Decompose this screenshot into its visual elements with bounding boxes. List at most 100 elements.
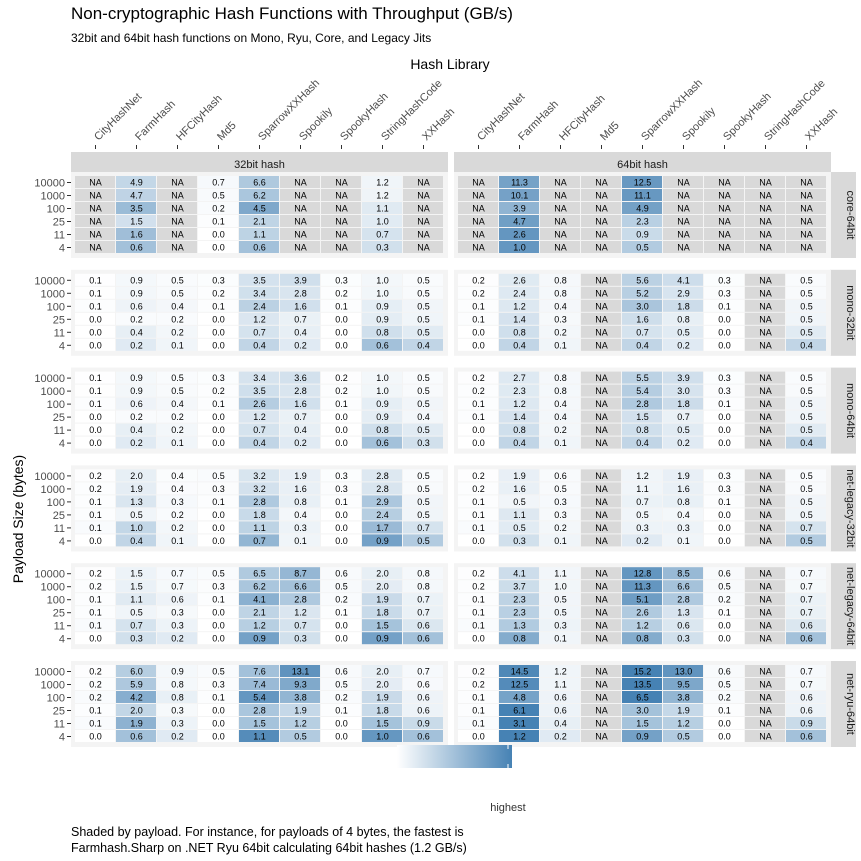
- cell-value: 0.6: [130, 732, 143, 742]
- cell-value: 0.5: [800, 373, 813, 383]
- cell-value: 0.0: [335, 621, 348, 631]
- cell-value: NA: [417, 204, 430, 214]
- heatmap-cell: [499, 717, 539, 729]
- cell-value: 2.4: [513, 288, 526, 298]
- cell-value: 6.6: [677, 582, 690, 592]
- cell-value: 11.3: [634, 582, 651, 592]
- cell-value: 0.9: [130, 373, 143, 383]
- column-facet-label: 32bit hash: [234, 159, 285, 171]
- cell-value: 0.6: [554, 693, 567, 703]
- heatmap-cell: [458, 567, 498, 580]
- heatmap-cell: [280, 730, 320, 742]
- heatmap-cell: [116, 704, 156, 716]
- cell-value: 1.6: [130, 230, 143, 240]
- heatmap-cell: [581, 241, 621, 253]
- heatmap-cell: [622, 508, 662, 521]
- heatmap-cell: [362, 469, 402, 482]
- y-tick-label: 100: [47, 693, 65, 705]
- heatmap-cell: [745, 521, 785, 534]
- cell-value: NA: [759, 693, 772, 703]
- heatmap-cell: [198, 704, 238, 716]
- heatmap-cell: [581, 176, 621, 188]
- heatmap-cell: [116, 299, 156, 312]
- cell-value: NA: [759, 275, 772, 285]
- cell-value: NA: [759, 386, 772, 396]
- cell-value: NA: [800, 217, 813, 227]
- heatmap-cell: [362, 730, 402, 742]
- cell-value: 0.7: [800, 523, 813, 533]
- heatmap-cell: [745, 691, 785, 703]
- cell-value: 0.9: [636, 230, 649, 240]
- caption-line: Farmhash.Sharp on .NET Ryu 64bit calcula…: [71, 841, 467, 855]
- cell-value: 0.4: [513, 438, 526, 448]
- cell-value: 0.1: [89, 386, 102, 396]
- heatmap-cell: [786, 325, 826, 338]
- heatmap-cell: [663, 215, 703, 227]
- heatmap-cell: [198, 691, 238, 703]
- cell-value: 0.8: [376, 327, 389, 337]
- heatmap-cell: [321, 176, 361, 188]
- cell-value: 0.2: [636, 536, 649, 546]
- cell-value: 0.0: [335, 523, 348, 533]
- cell-value: 0.2: [294, 340, 307, 350]
- heatmap-cell: [704, 423, 744, 436]
- heatmap-cell: [157, 189, 197, 201]
- cell-value: 2.3: [636, 217, 649, 227]
- cell-value: 1.6: [294, 484, 307, 494]
- cell-value: 0.5: [554, 608, 567, 618]
- cell-value: 0.4: [513, 340, 526, 350]
- cell-value: 0.0: [335, 425, 348, 435]
- heatmap-cell: [116, 241, 156, 253]
- heatmap-cell: [157, 410, 197, 423]
- cell-value: 0.6: [677, 621, 690, 631]
- heatmap-cell: [499, 508, 539, 521]
- heatmap-cell: [280, 312, 320, 325]
- y-tick-label: 1000: [41, 386, 65, 398]
- cell-value: NA: [171, 178, 184, 188]
- heatmap-cell: [745, 286, 785, 299]
- heatmap-cell: [540, 397, 580, 410]
- heatmap-cell: [198, 228, 238, 240]
- cell-value: 1.5: [130, 217, 143, 227]
- heatmap-cell: [581, 619, 621, 632]
- heatmap-cell: [786, 371, 826, 384]
- cell-value: 1.6: [636, 314, 649, 324]
- cell-value: 0.1: [554, 340, 567, 350]
- cell-value: 0.0: [472, 438, 485, 448]
- heatmap-labels: 32bit hash 64bit hash core-64bit NA 4.9 NA 0.7…: [89, 159, 856, 742]
- cell-value: 0.0: [472, 425, 485, 435]
- cell-value: 0.1: [89, 399, 102, 409]
- heatmap-cell: [239, 495, 279, 508]
- cell-value: 0.1: [472, 595, 485, 605]
- heatmap-cell: [581, 678, 621, 690]
- cell-value: 0.3: [677, 634, 690, 644]
- heatmap-cell: [75, 717, 115, 729]
- heatmap-cell: [622, 521, 662, 534]
- cell-value: 0.8: [376, 425, 389, 435]
- cell-value: NA: [294, 217, 307, 227]
- cell-value: 0.4: [294, 425, 307, 435]
- heatmap-cell: [403, 286, 443, 299]
- cell-value: 0.7: [800, 582, 813, 592]
- cell-value: 0.5: [417, 314, 430, 324]
- cell-value: 2.9: [376, 497, 389, 507]
- heatmap-cell: [786, 619, 826, 632]
- heatmap-cell: [403, 665, 443, 677]
- cell-value: 2.0: [376, 680, 389, 690]
- heatmap-cell: [704, 410, 744, 423]
- cell-value: 3.1: [513, 719, 526, 729]
- cell-value: 1.2: [513, 399, 526, 409]
- cell-value: NA: [595, 608, 608, 618]
- heatmap-cell: [704, 384, 744, 397]
- cell-value: 0.2: [89, 667, 102, 677]
- heatmap-cell: [581, 534, 621, 547]
- heatmap-cell: [362, 436, 402, 449]
- cell-value: 0.5: [800, 412, 813, 422]
- heatmap-cell: [704, 678, 744, 690]
- cell-value: 0.4: [554, 399, 567, 409]
- cell-value: NA: [718, 191, 731, 201]
- heatmap-cell: [622, 495, 662, 508]
- heatmap-cell: [540, 534, 580, 547]
- heatmap-cell: [540, 593, 580, 606]
- cell-value: 0.8: [554, 386, 567, 396]
